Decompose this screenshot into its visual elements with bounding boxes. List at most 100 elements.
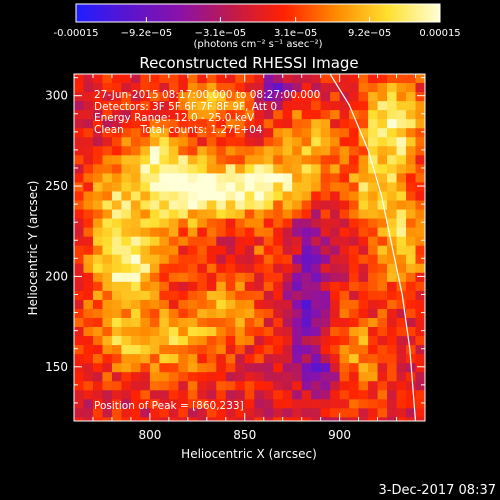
heatmap-cell bbox=[235, 327, 246, 337]
heatmap-cell bbox=[74, 137, 85, 147]
heatmap-cell bbox=[320, 263, 331, 274]
heatmap-cell bbox=[244, 363, 255, 373]
heatmap-cell bbox=[254, 372, 265, 382]
heatmap-cell bbox=[339, 299, 350, 310]
heatmap-cell bbox=[396, 137, 407, 147]
heatmap-cell bbox=[349, 92, 360, 102]
heatmap-cell bbox=[301, 245, 312, 256]
heatmap-cell bbox=[102, 227, 113, 238]
heatmap-cell bbox=[301, 119, 312, 129]
heatmap-cell bbox=[159, 119, 170, 129]
heatmap-cell bbox=[254, 92, 265, 102]
heatmap-cell bbox=[178, 336, 189, 346]
heatmap-cell bbox=[406, 236, 417, 247]
heatmap-cell bbox=[387, 426, 397, 436]
heatmap-cell bbox=[349, 209, 360, 220]
heatmap-cell bbox=[330, 164, 341, 174]
heatmap-cell bbox=[330, 155, 341, 165]
heatmap-cell bbox=[130, 263, 142, 274]
heatmap-cell bbox=[406, 290, 417, 301]
heatmap-cell bbox=[102, 164, 113, 174]
heatmap-cell bbox=[206, 155, 217, 165]
heatmap-cell bbox=[216, 110, 227, 120]
heatmap-cell bbox=[168, 236, 179, 247]
heatmap-cell bbox=[292, 408, 303, 418]
heatmap-cell bbox=[349, 128, 360, 138]
heatmap-cell bbox=[387, 137, 398, 147]
heatmap-cell bbox=[358, 299, 369, 310]
heatmap-cell bbox=[311, 110, 322, 120]
heatmap-cell bbox=[159, 146, 170, 156]
heatmap-cell bbox=[311, 390, 322, 400]
heatmap-cell bbox=[102, 173, 113, 184]
heatmap-cell bbox=[254, 110, 265, 120]
heatmap-cell bbox=[263, 128, 274, 138]
heatmap-cell bbox=[254, 336, 265, 346]
heatmap-cell bbox=[216, 128, 227, 138]
heatmap-cell bbox=[320, 218, 331, 229]
heatmap-cell bbox=[387, 317, 398, 328]
heatmap-cell bbox=[377, 101, 388, 111]
heatmap-cell bbox=[159, 92, 170, 102]
heatmap-cell bbox=[425, 74, 435, 84]
heatmap-cell bbox=[282, 354, 293, 364]
heatmap-cell bbox=[339, 254, 350, 265]
heatmap-cell bbox=[292, 381, 303, 391]
heatmap-cell bbox=[130, 354, 142, 364]
heatmap-cell bbox=[320, 182, 331, 193]
heatmap-cell bbox=[102, 381, 113, 391]
heatmap-cell bbox=[225, 272, 236, 283]
heatmap-cell bbox=[273, 173, 284, 184]
heatmap-cell bbox=[197, 218, 208, 229]
heatmap-cell bbox=[83, 426, 93, 436]
heatmap-cell bbox=[263, 372, 274, 382]
heatmap-cell bbox=[187, 290, 198, 301]
heatmap-cell bbox=[92, 308, 104, 319]
heatmap-cell bbox=[83, 327, 94, 337]
heatmap-cell bbox=[206, 227, 217, 238]
heatmap-cell bbox=[415, 336, 425, 346]
heatmap-cell bbox=[358, 83, 369, 93]
heatmap-cell bbox=[301, 381, 312, 391]
heatmap-cell bbox=[263, 200, 274, 211]
heatmap-cell bbox=[216, 164, 227, 174]
heatmap-cell bbox=[206, 354, 217, 364]
heatmap-cell bbox=[159, 155, 170, 165]
heatmap-cell bbox=[377, 390, 388, 400]
heatmap-cell bbox=[406, 426, 416, 436]
heatmap-cell bbox=[121, 354, 132, 364]
heatmap-cell bbox=[377, 173, 388, 184]
heatmap-cell bbox=[254, 417, 265, 421]
heatmap-cell bbox=[292, 92, 303, 102]
heatmap-cell bbox=[425, 417, 435, 427]
heatmap-cell bbox=[178, 363, 189, 373]
heatmap-cell bbox=[396, 408, 407, 418]
heatmap-cell bbox=[311, 83, 322, 93]
heatmap-cell bbox=[216, 182, 227, 193]
heatmap-cell bbox=[330, 399, 341, 409]
heatmap-cell bbox=[368, 281, 379, 292]
heatmap-cell bbox=[225, 363, 236, 373]
x-tick-label: 850 bbox=[233, 428, 256, 442]
heatmap-cell bbox=[111, 363, 123, 373]
heatmap-cell bbox=[301, 182, 312, 193]
heatmap-cell bbox=[102, 354, 113, 364]
heatmap-cell bbox=[216, 245, 227, 256]
heatmap-cell bbox=[320, 128, 331, 138]
heatmap-cell bbox=[92, 137, 104, 147]
heatmap-cell bbox=[330, 92, 341, 102]
heatmap-cell bbox=[92, 417, 104, 421]
heatmap-cell bbox=[292, 245, 303, 256]
heatmap-cell bbox=[206, 417, 217, 421]
heatmap-cell bbox=[282, 299, 293, 310]
heatmap-cell bbox=[197, 263, 208, 274]
heatmap-cell bbox=[292, 372, 303, 382]
heatmap-cell bbox=[273, 128, 284, 138]
heatmap-cell bbox=[406, 336, 417, 346]
heatmap-cell bbox=[197, 272, 208, 283]
heatmap-cell bbox=[197, 299, 208, 310]
heatmap-cell bbox=[178, 417, 189, 421]
heatmap-cell bbox=[187, 173, 198, 184]
heatmap-cell bbox=[349, 173, 360, 184]
heatmap-cell bbox=[273, 137, 284, 147]
